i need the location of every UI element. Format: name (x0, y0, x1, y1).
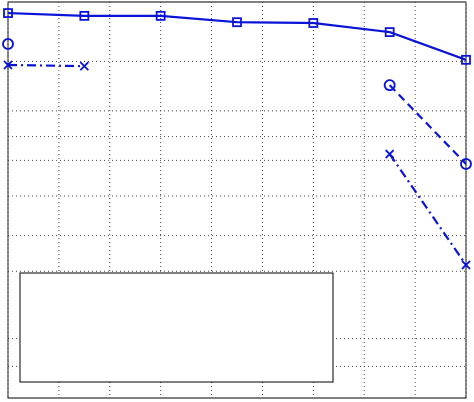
series-line (388, 153, 467, 266)
series-line (388, 84, 467, 165)
marker (461, 54, 471, 65)
marker (461, 260, 471, 270)
marker (383, 79, 396, 92)
marker (308, 18, 319, 28)
legend-box (19, 272, 334, 383)
marker (384, 27, 395, 37)
marker (79, 61, 89, 71)
series-line (7, 63, 85, 68)
marker (3, 60, 13, 70)
marker (3, 8, 13, 18)
marker (232, 17, 242, 28)
marker (155, 10, 166, 21)
series-layer (2, 8, 472, 270)
marker (2, 38, 14, 50)
marker (79, 10, 90, 21)
series-line (7, 11, 467, 61)
marker (385, 149, 395, 159)
marker (460, 158, 472, 170)
